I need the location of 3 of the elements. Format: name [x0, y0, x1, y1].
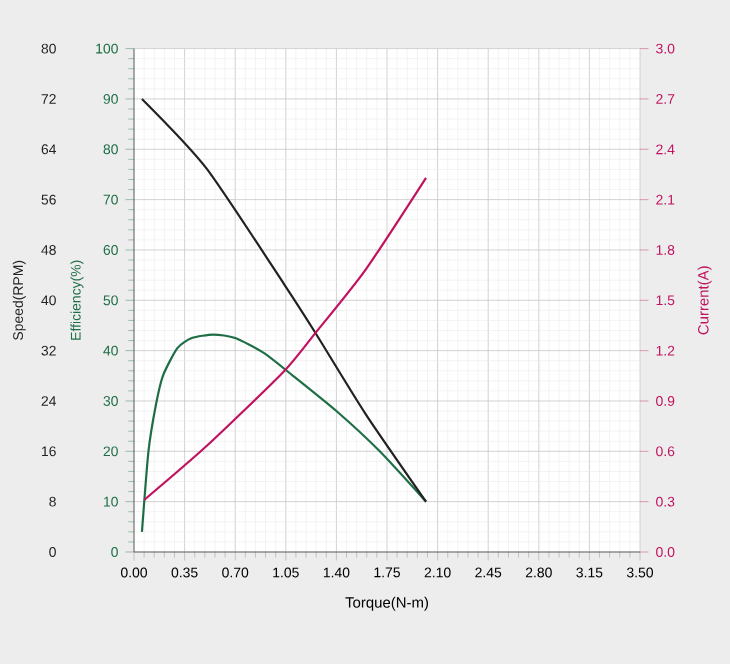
line-series — [140, 97, 428, 503]
line-series — [143, 176, 428, 502]
line-series — [140, 333, 428, 533]
